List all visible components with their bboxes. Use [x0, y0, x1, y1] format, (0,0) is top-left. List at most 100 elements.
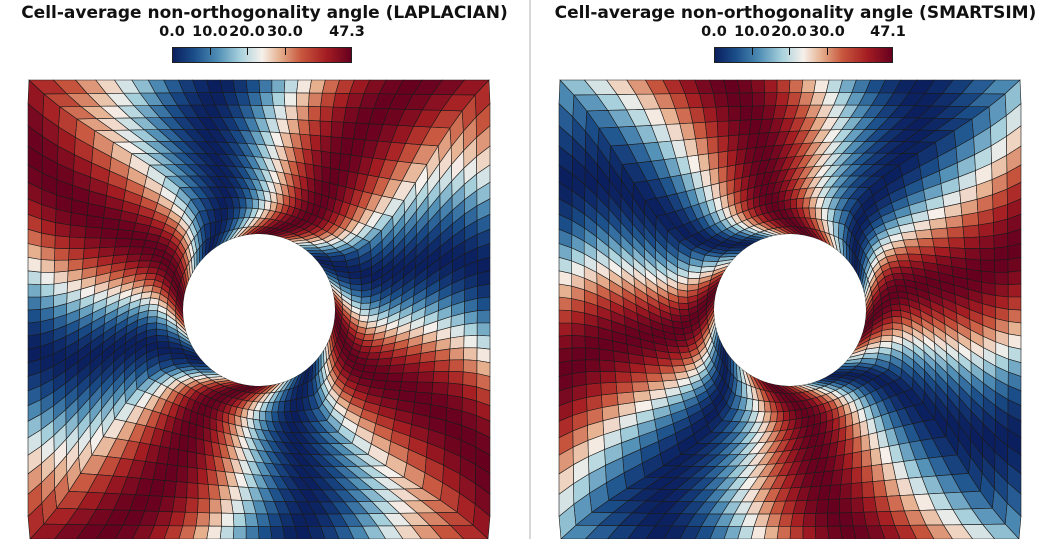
- mesh-cell: [832, 221, 840, 239]
- mesh-cell: [368, 345, 383, 354]
- mesh-cell: [616, 391, 635, 406]
- mesh-cell: [232, 513, 247, 527]
- mesh-cell: [244, 513, 259, 527]
- mesh-cell: [607, 525, 639, 539]
- mesh-cell: [692, 121, 708, 140]
- mesh-cell: [376, 357, 393, 367]
- mesh-cell: [558, 322, 573, 337]
- plot-title: Cell-average non-orthogonality angle (LA…: [21, 3, 508, 23]
- mesh-cell: [861, 465, 874, 483]
- mesh-cell: [399, 381, 418, 393]
- mesh-cell: [418, 360, 436, 373]
- mesh-cell: [860, 434, 871, 452]
- panel-divider: [529, 0, 531, 539]
- mesh-cell: [195, 452, 207, 470]
- mesh-cell: [942, 524, 973, 539]
- mesh-cell: [307, 190, 316, 205]
- mesh-cell: [40, 259, 55, 273]
- mesh-cell: [679, 314, 691, 323]
- mesh-cell: [197, 498, 211, 514]
- mesh-cell: [897, 260, 912, 268]
- mesh-cell: [852, 422, 862, 439]
- mesh-cell: [449, 347, 465, 361]
- mesh-cell: [980, 259, 996, 273]
- mesh-cell: [27, 333, 42, 350]
- mesh-cell: [177, 449, 189, 468]
- mesh-cell: [702, 106, 718, 123]
- mesh-cell: [715, 106, 730, 122]
- mesh-cell: [631, 381, 650, 393]
- mesh-cell: [320, 135, 332, 153]
- mesh-cell: [678, 302, 689, 310]
- mesh-cell: [139, 253, 154, 262]
- mesh-cell: [330, 121, 345, 139]
- mesh-plot: [27, 79, 491, 539]
- mesh-cell: [387, 364, 405, 374]
- mesh-cell: [599, 359, 616, 372]
- mesh-cell: [891, 310, 902, 318]
- colorbar-labels: 0.0 10.0 20.0 30.0 47.3: [159, 24, 365, 44]
- mesh-cell: [330, 152, 342, 171]
- mesh-cell: [297, 119, 311, 136]
- mesh-cell: [801, 79, 817, 93]
- mesh-cell: [802, 513, 817, 527]
- mesh-cell: [645, 372, 664, 383]
- mesh-cell: [348, 271, 362, 279]
- mesh-cell: [1007, 308, 1022, 324]
- mesh-cell: [271, 79, 286, 93]
- mesh-cell: [560, 524, 600, 539]
- mesh-cell: [385, 372, 404, 383]
- mesh-cell: [860, 449, 872, 468]
- mesh-cell: [627, 525, 656, 539]
- mesh-cell: [125, 253, 142, 263]
- mesh-cell: [319, 120, 333, 138]
- mesh-cell: [728, 105, 741, 122]
- colorbar-tick: [210, 47, 211, 55]
- mesh-cell: [27, 283, 42, 298]
- mesh-cell: [880, 334, 893, 343]
- mesh-cell: [163, 525, 184, 539]
- mesh-cell: [265, 411, 273, 422]
- mesh-cell: [402, 362, 421, 374]
- mesh-cell: [850, 466, 863, 484]
- mesh-cell: [401, 371, 419, 383]
- mesh-cell: [946, 226, 965, 239]
- mesh-cell: [434, 348, 451, 362]
- mesh-cell: [296, 79, 312, 94]
- colorbar: [172, 47, 352, 63]
- mesh-cell: [601, 392, 619, 408]
- panel-laplacian: Cell-average non-orthogonality angle (LA…: [0, 0, 529, 539]
- mesh-cell: [127, 246, 144, 255]
- mesh-cell: [257, 526, 273, 539]
- mesh-cell: [146, 316, 158, 324]
- mesh-cell: [220, 207, 228, 221]
- mesh-cell: [658, 365, 675, 374]
- panel-smartsim: Cell-average non-orthogonality angle (SM…: [531, 0, 1060, 539]
- mesh-cell: [978, 235, 995, 250]
- mesh-cell: [186, 466, 199, 484]
- mesh-cell: [146, 322, 158, 331]
- mesh-cell: [777, 200, 786, 211]
- mesh-cell: [476, 309, 491, 324]
- mesh-cell: [962, 224, 980, 239]
- mesh-cell: [245, 526, 260, 539]
- mesh-cell: [709, 167, 720, 186]
- mesh-cell: [994, 271, 1009, 286]
- mesh-cell: [271, 92, 286, 107]
- mesh-cell: [209, 498, 222, 514]
- mesh-cell: [978, 222, 995, 238]
- mesh-cell: [99, 237, 117, 249]
- mesh-cell: [251, 198, 260, 210]
- colorbar-labels: 0.0 10.0 20.0 30.0 47.1: [701, 24, 906, 44]
- mesh-cell: [679, 308, 690, 317]
- mesh-cell: [67, 258, 84, 272]
- mesh-cell: [726, 92, 741, 107]
- mesh-cell: [964, 248, 981, 261]
- mesh-cell: [40, 271, 55, 286]
- mesh-cell: [695, 137, 709, 156]
- mesh-cell: [789, 410, 797, 421]
- mesh-cell: [905, 246, 922, 255]
- mesh-cell: [137, 260, 152, 268]
- mesh-cell: [29, 523, 68, 539]
- mesh-cell: [27, 308, 42, 324]
